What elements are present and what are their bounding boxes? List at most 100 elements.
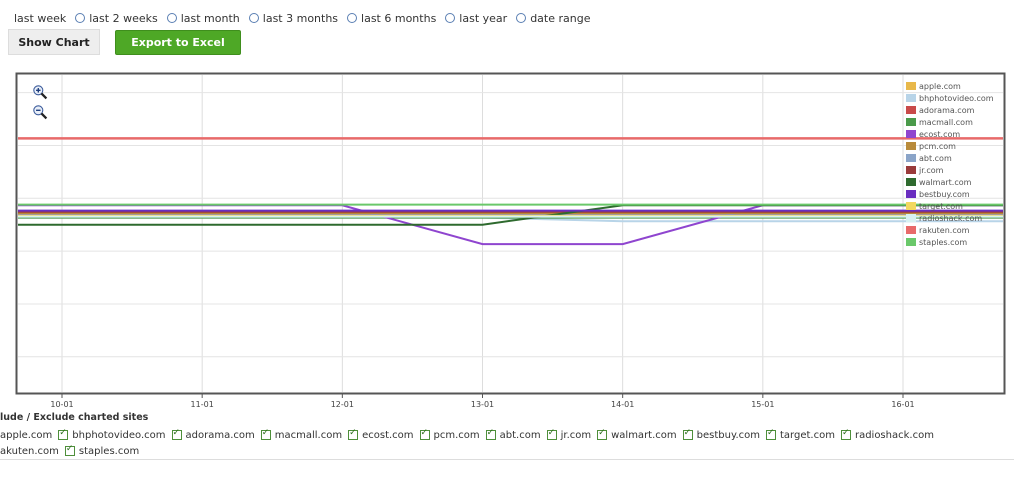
legend-label: staples.com: [919, 237, 968, 247]
legend-swatch: [906, 82, 916, 90]
legend-label: bestbuy.com: [919, 189, 970, 199]
range-option-last-week[interactable]: last week: [14, 12, 66, 25]
site-toggle[interactable]: adorama.com: [171, 428, 255, 441]
site-toggle[interactable]: akuten.com: [0, 446, 59, 457]
legend-item[interactable]: rakuten.com: [906, 224, 994, 236]
checkbox-checked-icon[interactable]: [840, 428, 851, 440]
legend-swatch: [906, 142, 916, 150]
radio-icon[interactable]: [445, 13, 456, 23]
legend-item[interactable]: pcm.com: [906, 140, 994, 152]
site-toggle[interactable]: bestbuy.com: [682, 428, 760, 441]
site-toggle[interactable]: abt.com: [485, 428, 541, 441]
checkbox-checked-icon[interactable]: [546, 428, 557, 440]
range-option-last-3-months[interactable]: last 3 months: [248, 11, 339, 25]
date-range-selector: last week last 2 weeks last month last 3 mo…: [14, 10, 599, 26]
range-option-label: last year: [459, 11, 508, 25]
radio-icon[interactable]: [516, 13, 527, 23]
legend-label: jr.com: [919, 165, 944, 175]
legend-swatch: [906, 238, 916, 246]
checkbox-checked-icon[interactable]: [348, 428, 359, 440]
site-label: jr.com: [560, 429, 592, 441]
legend-swatch: [906, 190, 916, 198]
zoom-out-icon[interactable]: [32, 104, 50, 122]
site-label: staples.com: [78, 445, 140, 457]
zoom-in-icon[interactable]: [32, 84, 50, 102]
legend-item[interactable]: staples.com: [906, 236, 994, 248]
range-option-label: last 3 months: [262, 11, 339, 25]
site-label: adorama.com: [185, 429, 255, 441]
legend-swatch: [906, 154, 916, 162]
export-to-excel-button[interactable]: Export to Excel: [115, 30, 241, 55]
chart-series: [18, 137, 1003, 246]
legend-item[interactable]: apple.com: [906, 80, 994, 92]
site-label: macmall.com: [274, 429, 343, 441]
site-toggle[interactable]: jr.com: [546, 428, 592, 441]
legend-item[interactable]: radioshack.com: [906, 212, 994, 224]
checkbox-checked-icon[interactable]: [485, 428, 496, 440]
legend-item[interactable]: macmall.com: [906, 116, 994, 128]
legend-swatch: [906, 106, 916, 114]
range-option-label: last 6 months: [361, 11, 437, 25]
site-label: bhphotovideo.com: [72, 429, 166, 441]
checkbox-checked-icon[interactable]: [682, 428, 693, 440]
legend-label: ecost.com: [919, 129, 961, 139]
legend-item[interactable]: ecost.com: [906, 128, 994, 140]
include-exclude-title: lude / Exclude charted sites: [0, 412, 149, 423]
legend-swatch: [906, 178, 916, 186]
legend-item[interactable]: adorama.com: [906, 104, 994, 116]
x-axis-ticks: 10-01 11-01 12-01 13-01 14-01 15-01 16-01: [50, 393, 915, 409]
range-option-label: last week: [14, 11, 67, 25]
legend-label: target.com: [919, 201, 963, 211]
site-toggle[interactable]: pcm.com: [419, 428, 480, 441]
x-tick-label: 16-01: [891, 400, 914, 409]
checkbox-checked-icon[interactable]: [260, 428, 271, 440]
radio-icon[interactable]: [347, 13, 358, 23]
range-option-last-6-months[interactable]: last 6 months: [347, 12, 436, 25]
x-tick-label: 15-01: [751, 400, 774, 409]
range-option-label: date range: [530, 11, 591, 25]
site-toggle[interactable]: target.com: [766, 428, 835, 441]
range-option-last-month[interactable]: last month: [166, 12, 240, 25]
checkbox-checked-icon[interactable]: [64, 444, 75, 456]
price-history-chart: 10-01 11-01 12-01 13-01 14-01 15-01 16-01: [15, 72, 1006, 409]
site-label: target.com: [780, 429, 835, 441]
legend-item[interactable]: abt.com: [906, 152, 994, 164]
legend-item[interactable]: walmart.com: [906, 176, 994, 188]
checkbox-checked-icon[interactable]: [58, 428, 69, 440]
legend-label: abt.com: [919, 153, 952, 163]
legend-swatch: [906, 226, 916, 234]
site-toggle[interactable]: ecost.com: [348, 428, 414, 441]
legend-item[interactable]: jr.com: [906, 164, 994, 176]
legend-item[interactable]: bhphotovideo.com: [906, 92, 994, 104]
site-toggle[interactable]: apple.com: [0, 430, 52, 441]
range-option-last-year[interactable]: last year: [445, 12, 507, 25]
legend-swatch: [906, 118, 916, 126]
radio-icon[interactable]: [166, 13, 177, 23]
checkbox-checked-icon[interactable]: [597, 428, 608, 440]
x-tick-label: 11-01: [191, 400, 214, 409]
show-chart-button[interactable]: Show Chart: [8, 29, 100, 55]
site-label: akuten.com: [0, 445, 59, 457]
legend-item[interactable]: bestbuy.com: [906, 188, 994, 200]
checkbox-checked-icon[interactable]: [419, 428, 430, 440]
radio-icon[interactable]: [248, 13, 259, 23]
site-toggle[interactable]: bhphotovideo.com: [58, 428, 166, 441]
legend-item[interactable]: target.com: [906, 200, 994, 212]
legend-swatch: [906, 130, 916, 138]
site-label: radioshack.com: [854, 429, 934, 441]
checkbox-checked-icon[interactable]: [766, 428, 776, 440]
site-label: bestbuy.com: [696, 429, 760, 441]
site-toggle[interactable]: walmart.com: [597, 428, 677, 441]
site-toggle[interactable]: staples.com: [64, 444, 140, 457]
legend-label: walmart.com: [919, 177, 972, 187]
chart-grid: [18, 75, 1003, 392]
chart-legend: apple.com bhphotovideo.com adorama.com macm…: [906, 80, 994, 248]
range-option-last-2-weeks[interactable]: last 2 weeks: [75, 11, 158, 25]
site-toggle[interactable]: radioshack.com: [840, 428, 934, 441]
site-label: walmart.com: [611, 429, 677, 441]
checkbox-checked-icon[interactable]: [171, 428, 182, 440]
radio-icon[interactable]: [75, 13, 86, 23]
range-option-date-range[interactable]: date range: [516, 12, 590, 25]
site-toggle[interactable]: macmall.com: [260, 428, 343, 441]
range-option-label: last 2 weeks: [89, 11, 158, 25]
